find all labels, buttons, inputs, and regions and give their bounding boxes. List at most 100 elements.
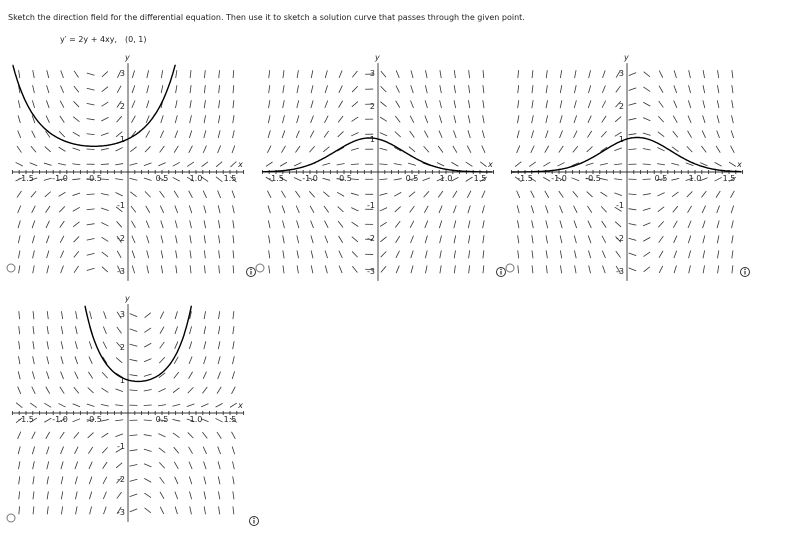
slope-segment — [311, 265, 313, 273]
slope-segment — [703, 221, 706, 229]
slope-segment — [717, 130, 720, 137]
slope-segment — [217, 432, 221, 439]
slope-segment — [469, 85, 470, 93]
slope-segment — [61, 447, 64, 454]
slope-segment — [717, 220, 719, 228]
slope-segment — [218, 205, 220, 213]
slope-segment — [233, 100, 234, 108]
slope-segment — [19, 326, 20, 334]
slope-segment — [33, 85, 35, 93]
slope-segment — [32, 446, 34, 454]
option-radio[interactable] — [7, 514, 15, 522]
slope-segment — [61, 326, 62, 334]
slope-segment — [74, 266, 78, 273]
slope-segment — [18, 356, 19, 364]
slope-segment — [130, 359, 138, 361]
slope-segment — [203, 146, 206, 153]
x-tick-label: -0.5 — [86, 415, 102, 424]
slope-segment — [47, 311, 48, 319]
slope-segment — [117, 492, 122, 498]
slope-segment — [703, 265, 704, 273]
slope-segment — [87, 194, 95, 195]
slope-segment — [325, 100, 328, 107]
slope-segment — [425, 235, 427, 243]
slope-segment — [482, 130, 484, 138]
option-radio[interactable] — [7, 264, 15, 272]
slope-segment — [204, 265, 205, 273]
slope-segment — [204, 356, 206, 364]
slope-segment — [673, 221, 677, 228]
slope-segment — [518, 235, 519, 243]
slope-segment — [233, 491, 234, 499]
slope-segment — [629, 268, 636, 271]
slope-segment — [629, 253, 637, 256]
slope-segment — [202, 162, 208, 167]
info-icon[interactable] — [247, 268, 256, 277]
slope-segment — [61, 372, 64, 379]
slope-segment — [75, 462, 78, 470]
slope-segment — [454, 220, 456, 228]
slope-segment — [31, 191, 36, 197]
slope-segment — [204, 115, 206, 123]
slope-segment — [425, 221, 428, 228]
slope-segment — [175, 115, 177, 123]
slope-segment — [46, 236, 49, 243]
option-radio[interactable] — [506, 264, 514, 272]
slope-segment — [674, 266, 676, 274]
slope-segment — [532, 265, 533, 273]
slope-segment — [216, 403, 223, 407]
slope-segment — [339, 101, 343, 108]
info-icon[interactable] — [497, 268, 506, 277]
slope-segment — [190, 250, 191, 258]
slope-segment — [468, 205, 470, 213]
slope-segment — [233, 130, 235, 138]
info-icon[interactable] — [250, 517, 259, 526]
y-tick-label: -1 — [616, 201, 624, 210]
info-icon[interactable] — [741, 268, 750, 277]
slope-segment — [61, 461, 63, 469]
slope-segment — [159, 462, 164, 468]
slope-segment — [643, 87, 650, 92]
slope-segment — [204, 205, 206, 213]
slope-segment — [688, 131, 692, 138]
slope-segment — [628, 149, 636, 150]
slope-segment — [188, 432, 194, 438]
slope-segment — [87, 73, 95, 75]
slope-segment — [532, 85, 533, 93]
y-axis-label: y — [124, 294, 130, 303]
slope-segment — [129, 450, 137, 451]
x-tick-label: -1.0 — [52, 174, 68, 183]
slope-segment — [573, 191, 578, 197]
slope-segment — [482, 146, 485, 153]
slope-segment — [102, 372, 107, 378]
y-axis-label: y — [374, 53, 380, 62]
slope-segment — [266, 162, 273, 166]
slope-segment — [309, 191, 314, 197]
slope-segment — [219, 70, 220, 78]
slope-segment — [17, 191, 22, 198]
slope-segment — [102, 71, 108, 76]
option-radio[interactable] — [256, 264, 264, 272]
slope-segment — [674, 85, 677, 93]
slope-segment — [439, 115, 441, 123]
slope-segment — [32, 371, 34, 379]
y-axis-label: y — [623, 53, 629, 62]
slope-segment — [573, 146, 578, 152]
slope-segment — [175, 220, 177, 228]
slope-segment — [145, 313, 151, 318]
slope-segment — [614, 193, 622, 196]
y-tick-label: -1 — [367, 201, 375, 210]
slope-segment — [574, 235, 576, 243]
slope-segment — [297, 100, 299, 108]
slope-segment — [586, 163, 594, 165]
slope-segment — [46, 432, 50, 439]
x-tick-label: 1.0 — [689, 174, 702, 183]
slope-segment — [87, 88, 95, 90]
slope-segment — [468, 115, 470, 123]
slope-segment — [339, 70, 342, 77]
slope-segment — [88, 372, 92, 379]
slope-segment — [233, 250, 234, 258]
slope-segment — [588, 236, 591, 244]
slope-segment — [19, 341, 20, 349]
